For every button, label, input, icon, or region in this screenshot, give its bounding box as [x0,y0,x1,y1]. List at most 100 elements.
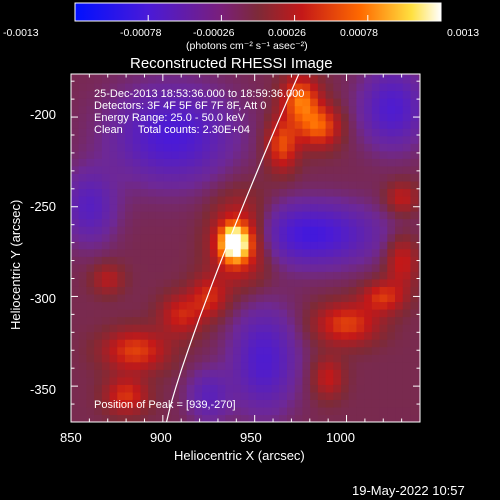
heatmap-cell [202,180,211,190]
heatmap-cell [186,346,196,355]
heatmap-cell [294,316,304,325]
heatmap-cell [341,113,350,122]
heatmap-cell [240,271,250,280]
heatmap-cell [71,158,80,167]
heatmap-cell [217,263,226,272]
heatmap-cell [209,128,219,137]
heatmap-cell [379,324,388,333]
heatmap-cell [217,346,226,355]
heatmap-cell [132,74,142,77]
heatmap-cell [78,90,88,99]
heatmap-cell [209,120,219,129]
heatmap-cell [287,278,296,287]
footer-timestamp: 19-May-2022 10:57 [352,483,465,498]
heatmap-cell [117,173,126,182]
heatmap-cell [155,233,165,242]
heatmap-cell [132,120,142,129]
heatmap-cell [387,399,396,408]
heatmap-cell [109,256,118,265]
heatmap-cell [317,82,327,92]
heatmap-cell [155,120,165,129]
heatmap-cell [410,75,419,84]
heatmap-cell [418,211,420,220]
heatmap-cell [78,376,88,385]
heatmap-cell [317,248,327,257]
heatmap-cell [325,399,334,408]
heatmap-cell [271,248,280,257]
heatmap-cell [279,241,288,250]
heatmap-cell [333,399,342,408]
heatmap-cell [287,113,296,122]
heatmap-cell [387,150,396,159]
heatmap-cell [140,369,149,378]
heatmap-cell [71,128,80,137]
heatmap-cell [379,271,388,280]
heatmap-cell [356,211,365,220]
heatmap-cell [78,391,88,400]
heatmap-cell [194,113,203,122]
heatmap-cell [364,339,373,348]
heatmap-cell [333,158,342,167]
heatmap-cell [317,339,327,348]
heatmap-cell [233,75,242,84]
heatmap-cell [140,301,149,310]
heatmap-cell [248,331,257,340]
heatmap-cell [410,293,419,303]
heatmap-cell [256,399,265,408]
heatmap-cell [325,324,334,333]
heatmap-cell [101,233,111,242]
heatmap-cell [209,384,219,393]
heatmap-cell [140,150,149,159]
heatmap-cell [71,278,80,287]
heatmap-cell [387,135,396,144]
heatmap-cell [209,143,219,152]
heatmap-cell [364,203,373,212]
heatmap-cell [356,301,365,310]
heatmap-cell [263,195,273,205]
heatmap-cell [109,233,118,242]
heatmap-cell [94,263,103,272]
heatmap-cell [387,293,396,303]
heatmap-cell [341,331,350,340]
heatmap-cell [341,361,350,370]
heatmap-cell [410,120,419,129]
heatmap-cell [248,278,257,287]
heatmap-cell [225,391,234,400]
heatmap-cell [379,90,388,99]
heatmap-cell [348,256,358,265]
heatmap-cell [356,218,365,227]
heatmap-cell [202,105,211,114]
heatmap-cell [333,339,342,348]
heatmap-cell [140,361,149,370]
heatmap-cell [364,82,373,92]
heatmap-cell [240,278,250,287]
heatmap-cell [109,150,118,159]
heatmap-cell [140,113,149,122]
heatmap-cell [271,414,280,422]
heatmap-cell [248,384,257,393]
heatmap-cell [348,173,358,182]
heatmap-cell [155,150,165,159]
heatmap-cell [217,241,226,250]
heatmap-cell [217,384,226,393]
heatmap-cell [410,263,419,272]
heatmap-cell [371,414,381,422]
heatmap-cell [194,406,203,416]
heatmap-cell [209,188,219,197]
heatmap-cell [140,120,149,129]
heatmap-cell [132,180,142,190]
heatmap-cell [341,165,350,174]
heatmap-cell [418,135,420,144]
heatmap-cell [163,82,172,92]
heatmap-cell [148,158,157,167]
heatmap-cell [233,188,242,197]
heatmap-cell [387,98,396,107]
heatmap-cell [94,233,103,242]
heatmap-cell [140,354,149,363]
heatmap-cell [310,143,319,152]
heatmap-cell [287,105,296,114]
heatmap-cell [86,218,95,227]
heatmap-cell [279,361,288,370]
heatmap-cell [256,339,265,348]
heatmap-cell [217,203,226,212]
